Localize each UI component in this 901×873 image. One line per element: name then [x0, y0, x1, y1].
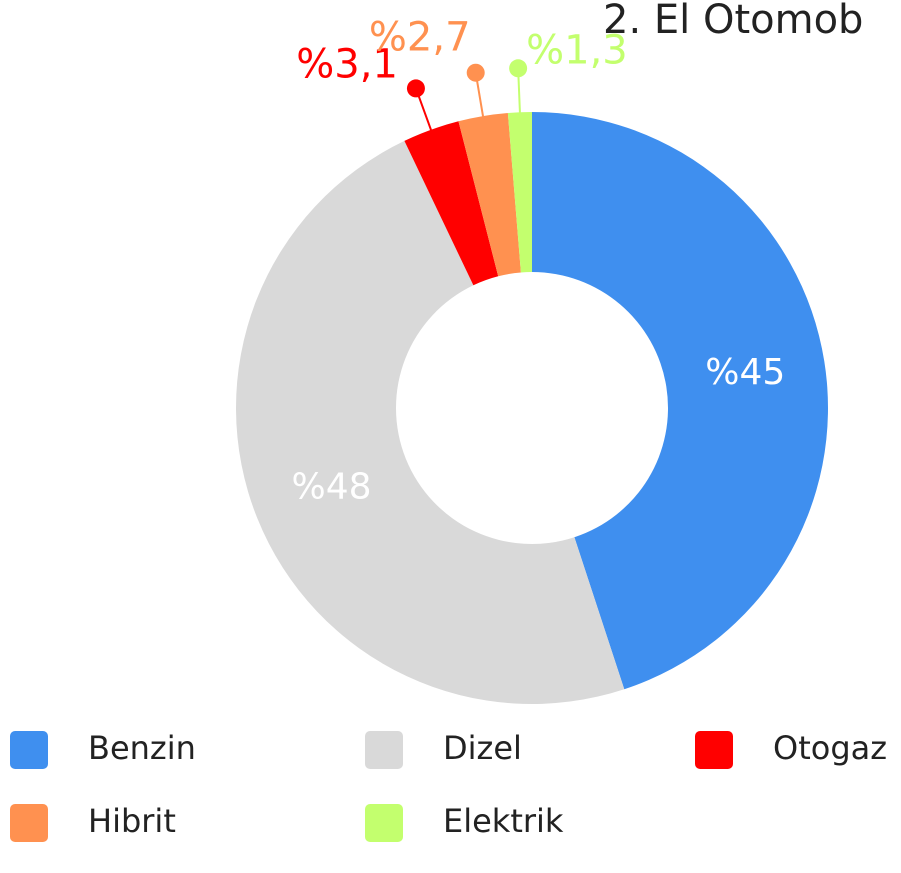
donut-slice [404, 121, 499, 286]
donut-slice [507, 112, 532, 273]
data-label: %2,7 [369, 15, 471, 61]
leader-dot [509, 59, 528, 78]
legend-swatch [365, 731, 403, 769]
legend-label: Elektrik [443, 802, 564, 840]
leader-dot [466, 63, 485, 82]
legend-swatch [695, 731, 733, 769]
legend-swatch [10, 731, 48, 769]
chart-title: 2. El Otomob [603, 0, 863, 43]
legend-swatch [365, 804, 403, 842]
data-label: %3,1 [296, 41, 398, 87]
legend-swatch [10, 804, 48, 842]
legend-label: Dizel [443, 729, 522, 767]
donut-slice [458, 112, 521, 277]
donut-slice [532, 112, 828, 690]
leader-dot [406, 79, 425, 98]
legend-label: Benzin [88, 729, 196, 767]
data-label: %45 [705, 352, 785, 393]
donut-slice [236, 140, 625, 704]
data-label: %48 [292, 466, 372, 507]
data-label: %1,3 [526, 27, 628, 73]
legend-label: Otogaz [773, 729, 887, 767]
legend-label: Hibrit [88, 802, 176, 840]
